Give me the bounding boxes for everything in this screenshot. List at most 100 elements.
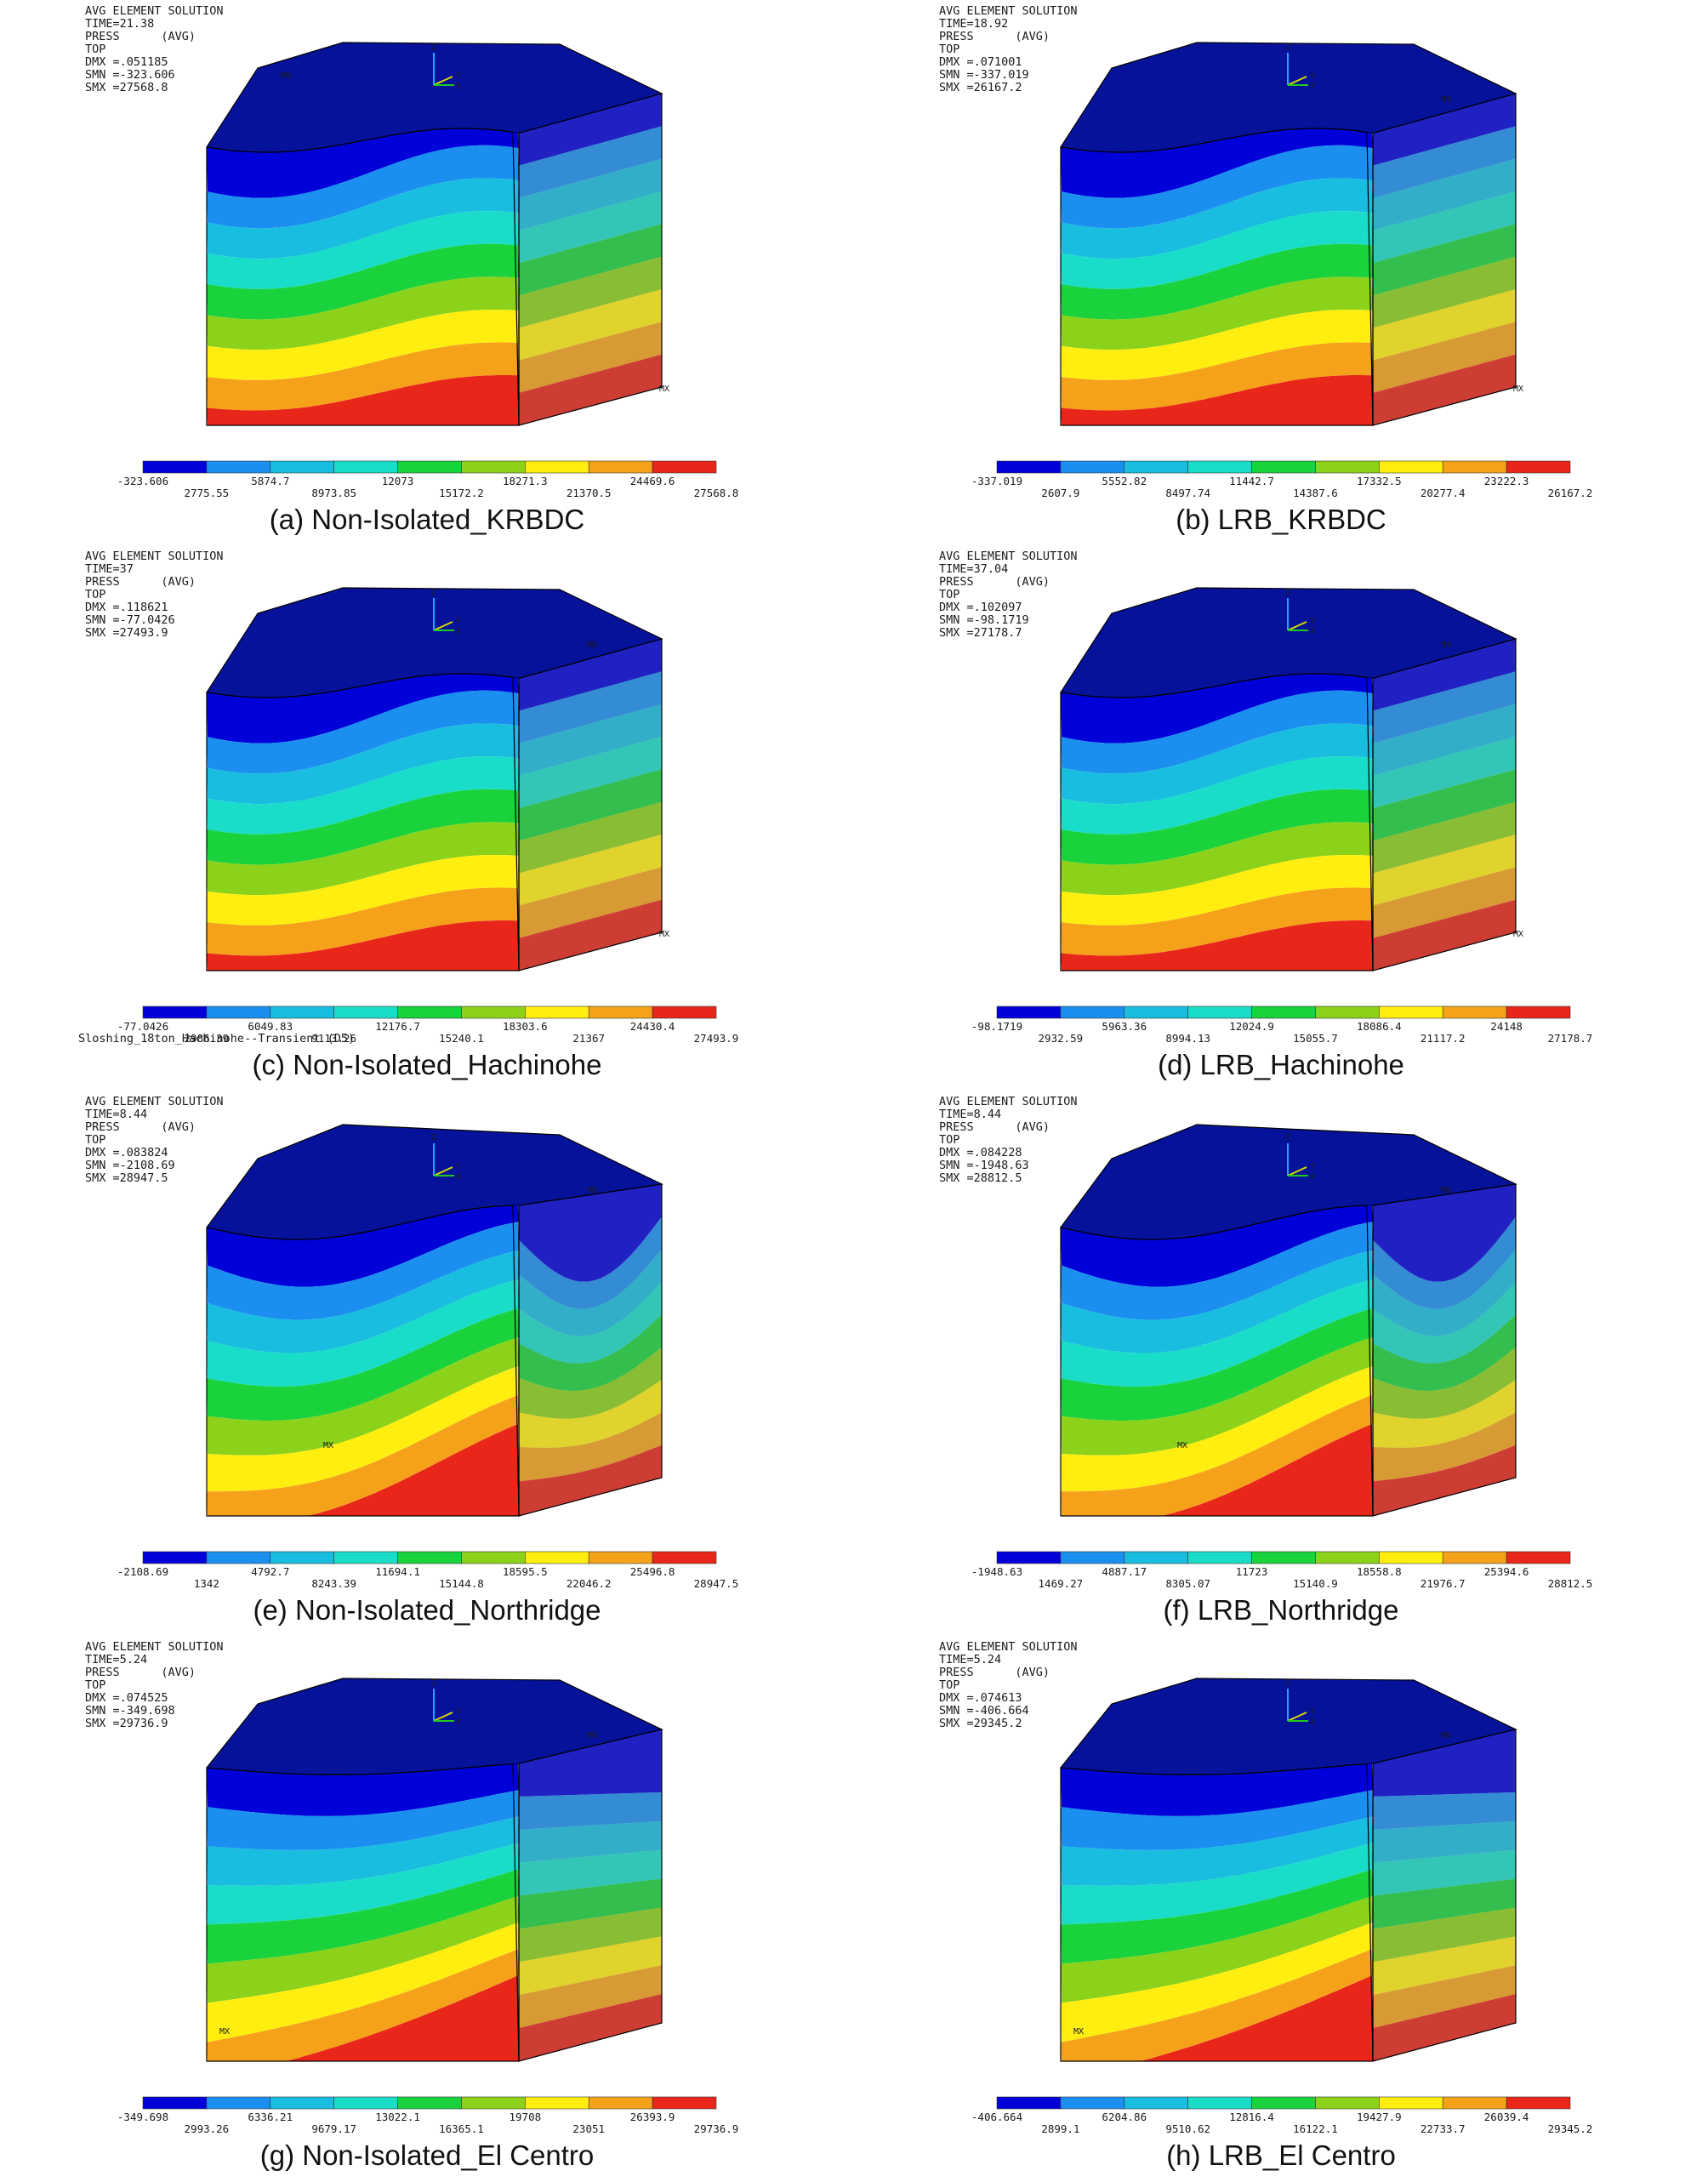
pressure-band [519, 769, 662, 841]
legend-swatch [1315, 460, 1380, 474]
pressure-band [207, 145, 519, 229]
solution-info: AVG ELEMENT SOLUTION TIME=8.44 PRESS (AVG)… [85, 1096, 224, 1185]
legend-tick-label: 28812.5 [1547, 1577, 1593, 1590]
legend-swatch [1251, 2096, 1316, 2110]
svg-text:X: X [456, 1172, 461, 1182]
pressure-band [519, 1216, 662, 1309]
svg-text:Y: Y [456, 71, 461, 81]
legend-tick-label: 12024.9 [1229, 1020, 1274, 1033]
legend-swatch [996, 2096, 1062, 2110]
legend-swatch [1315, 2096, 1380, 2110]
legend-swatch [1506, 1006, 1571, 1019]
info-line: TOP [85, 588, 106, 601]
legend-swatch [270, 2096, 334, 2110]
info-line: AVG ELEMENT SOLUTION [939, 1640, 1078, 1654]
info-line: TOP [939, 43, 960, 56]
info-line: SMX =27178.7 [939, 626, 1022, 640]
tank-contour-plot: Z YX MN MX [1059, 42, 1523, 426]
legend-swatch [1060, 1006, 1125, 1019]
legend-swatch [142, 1551, 208, 1564]
pressure-band [519, 737, 662, 809]
legend-swatch [1251, 1551, 1316, 1564]
legend-swatch [1060, 460, 1125, 474]
legend-tick-label: 9113.26 [311, 1032, 356, 1045]
legend-tick-label: 21976.7 [1420, 1577, 1466, 1590]
color-legend [142, 460, 717, 474]
pressure-band [1373, 1849, 1516, 1896]
legend-swatch [206, 1006, 271, 1019]
color-legend [142, 1551, 717, 1564]
panel-caption: (g) Non-Isolated_El Centro [259, 2139, 595, 2171]
pressure-band [1061, 243, 1373, 320]
legend-swatch [1315, 1006, 1380, 1019]
legend-swatch [206, 460, 271, 474]
svg-text:X: X [456, 1718, 461, 1727]
legend-swatch [1187, 2096, 1252, 2110]
legend-tick-label: 12816.4 [1229, 2111, 1274, 2123]
legend-tick-label: 15172.2 [439, 487, 484, 499]
pressure-band [1061, 1763, 1373, 1816]
pressure-band [1373, 1249, 1516, 1336]
info-line: TIME=18.92 [939, 17, 1009, 31]
pressure-band [519, 1994, 662, 2061]
legend-tick-label: 18595.5 [502, 1565, 548, 1578]
legend-swatch [461, 1551, 526, 1564]
info-line: SMX =27568.8 [85, 81, 168, 94]
pressure-band [519, 126, 662, 198]
axis-triad-icon: Z YX [431, 1678, 461, 1727]
pressure-band [207, 375, 519, 425]
pressure-band [519, 671, 662, 743]
axis-triad-icon: Z YX [1285, 1133, 1315, 1182]
info-line: SMN =-98.1719 [939, 613, 1029, 627]
svg-text:Y: Y [1310, 617, 1315, 626]
info-line: DMX =.051185 [85, 55, 168, 69]
pressure-band [1373, 1314, 1516, 1391]
legend-tick-label: 9510.62 [1165, 2122, 1210, 2135]
legend-tick-label: -1948.63 [971, 1565, 1023, 1578]
panel-caption: (c) Non-Isolated_Hachinohe [252, 1049, 602, 1080]
legend-tick-label: 8497.74 [1165, 487, 1210, 499]
pressure-band [519, 1249, 662, 1336]
legend-tick-label: 2986.39 [184, 1032, 230, 1045]
info-line: PRESS (AVG) [85, 30, 196, 43]
legend-swatch [525, 2096, 589, 2110]
pressure-band [1373, 191, 1516, 264]
svg-text:X: X [1310, 1718, 1315, 1727]
info-line: TIME=8.44 [939, 1108, 1002, 1121]
legend-swatch [1124, 1006, 1188, 1019]
max-marker: MX [219, 2027, 230, 2037]
legend-swatch [1251, 460, 1316, 474]
pressure-band [1061, 1816, 1373, 1886]
color-legend [142, 2096, 717, 2110]
legend-tick-label: 5552.82 [1102, 475, 1147, 487]
legend-swatch [1506, 2096, 1571, 2110]
legend-tick-label: -349.698 [117, 2111, 169, 2123]
legend-tick-label: 2993.26 [184, 2122, 230, 2135]
pressure-band [1061, 690, 1373, 774]
svg-text:Y: Y [456, 617, 461, 626]
min-marker: MN [1441, 95, 1451, 105]
legend-tick-label: 27568.8 [693, 487, 739, 499]
min-marker: MN [281, 71, 291, 81]
legend-tick-label: 24430.4 [629, 1020, 675, 1033]
info-line: SMN =-323.606 [85, 68, 175, 82]
legend-swatch [461, 2096, 526, 2110]
pressure-band [519, 1412, 662, 1482]
pressure-band [519, 1820, 662, 1863]
pressure-band [1061, 128, 1373, 198]
legend-swatch [1442, 460, 1507, 474]
solution-info: AVG ELEMENT SOLUTION TIME=37.04 PRESS (AVG… [939, 550, 1078, 640]
pressure-band [519, 224, 662, 296]
legend-swatch [1187, 1006, 1252, 1019]
pressure-band [1373, 704, 1516, 776]
pressure-band [207, 1366, 519, 1492]
pressure-band [1373, 1444, 1516, 1516]
pressure-band [1373, 671, 1516, 743]
pressure-band [1373, 769, 1516, 841]
legend-tick-label: 5874.7 [251, 475, 290, 487]
info-line: PRESS (AVG) [85, 1666, 196, 1679]
info-line: TOP [939, 588, 960, 601]
legend-swatch [652, 2096, 717, 2110]
legend-swatch [1442, 1551, 1507, 1564]
svg-text:X: X [456, 627, 461, 636]
